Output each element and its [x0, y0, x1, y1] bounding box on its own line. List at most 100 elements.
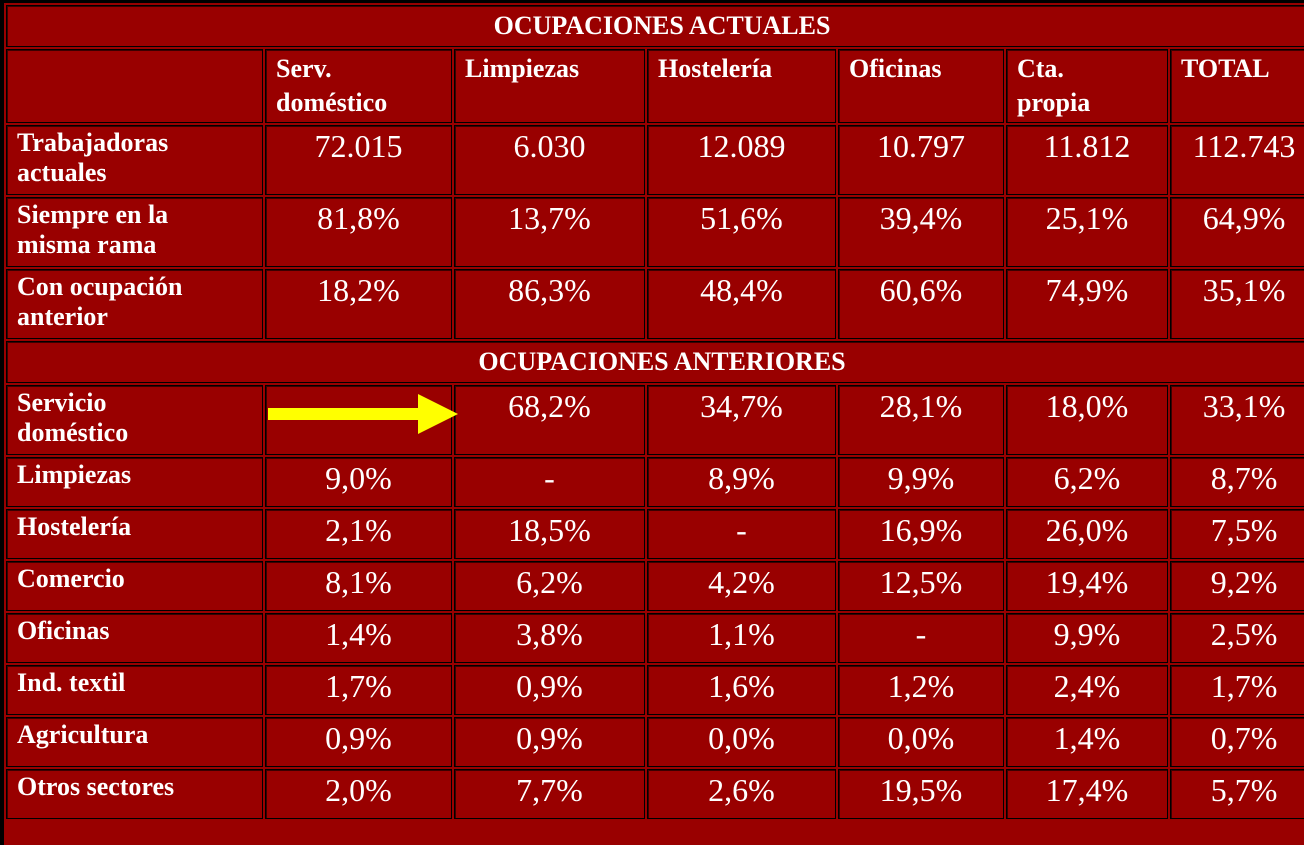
cell: 68,2%	[454, 385, 645, 455]
cell: 18,0%	[1006, 385, 1168, 455]
cell: 6.030	[454, 125, 645, 195]
cell: 19,4%	[1006, 561, 1168, 611]
cell: 35,1%	[1170, 269, 1304, 339]
cell: -	[838, 613, 1004, 663]
table: OCUPACIONES ACTUALES Serv. doméstico Limpi…	[4, 3, 1304, 821]
cell: 12.089	[647, 125, 836, 195]
row-label: Con ocupación anterior	[6, 269, 263, 339]
cell: 7,5%	[1170, 509, 1304, 559]
cell: 3,8%	[454, 613, 645, 663]
cell: 2,5%	[1170, 613, 1304, 663]
row-label: Agricultura	[6, 717, 263, 767]
cell: 86,3%	[454, 269, 645, 339]
cell: 1,6%	[647, 665, 836, 715]
cell: 2,6%	[647, 769, 836, 819]
cell: 5,7%	[1170, 769, 1304, 819]
cell: 0,9%	[265, 717, 452, 767]
cell: 1,4%	[1006, 717, 1168, 767]
cell: 19,5%	[838, 769, 1004, 819]
cell: 0,9%	[454, 665, 645, 715]
row-label-text: Otros sectores	[17, 772, 175, 801]
column-header-text: Serv. doméstico	[276, 54, 388, 117]
section-title: OCUPACIONES ACTUALES	[6, 5, 1304, 47]
cell: 72.015	[265, 125, 452, 195]
row-label-text: Comercio	[17, 564, 125, 593]
data-row: Siempre en la misma rama 81,8% 13,7% 51,6% 3…	[6, 197, 1304, 267]
cell: 9,0%	[265, 457, 452, 507]
data-row: Ind. textil 1,7% 0,9% 1,6% 1,2% 2,4% 1,7%	[6, 665, 1304, 715]
row-label: Trabajadoras actuales	[6, 125, 263, 195]
row-label: Hostelería	[6, 509, 263, 559]
row-label-text: Limpiezas	[17, 460, 132, 489]
data-row: Comercio 8,1% 6,2% 4,2% 12,5% 19,4% 9,2%	[6, 561, 1304, 611]
row-label-text: Con ocupación anterior	[17, 272, 183, 331]
row-label: Ind. textil	[6, 665, 263, 715]
data-row: Servicio doméstico 68,2% 34,7% 28,1% 18,0% 33…	[6, 385, 1304, 455]
column-header-text: Cta. propia	[1017, 54, 1091, 117]
section-row: OCUPACIONES ANTERIORES	[6, 341, 1304, 383]
arrow-cell	[265, 385, 458, 455]
cell: 11.812	[1006, 125, 1168, 195]
column-header-row: Serv. doméstico Limpiezas Hostelería Oficin…	[6, 49, 1304, 123]
cell: 39,4%	[838, 197, 1004, 267]
cell: -	[454, 457, 645, 507]
row-label-text: Oficinas	[17, 616, 110, 645]
section-row: OCUPACIONES ACTUALES	[6, 5, 1304, 47]
column-header: Cta. propia	[1006, 49, 1168, 123]
cell: 74,9%	[1006, 269, 1168, 339]
column-header-text: Hostelería	[658, 54, 773, 83]
row-label: Siempre en la misma rama	[6, 197, 263, 267]
cell: 112.743	[1170, 125, 1304, 195]
cell: 6,2%	[1006, 457, 1168, 507]
cell: 1,4%	[265, 613, 452, 663]
cell: 2,4%	[1006, 665, 1168, 715]
cell: 64,9%	[1170, 197, 1304, 267]
cell: 2,1%	[265, 509, 452, 559]
column-header-text: Oficinas	[849, 54, 942, 83]
column-header: Hostelería	[647, 49, 836, 123]
cell: 0,0%	[838, 717, 1004, 767]
section-title: OCUPACIONES ANTERIORES	[6, 341, 1304, 383]
data-row: Limpiezas 9,0% -8,9% 9,9% 6,2% 8,7%	[6, 457, 1304, 507]
cell: 6,2%	[454, 561, 645, 611]
cell: 18,2%	[265, 269, 452, 339]
cell: 1,7%	[1170, 665, 1304, 715]
data-row: Hostelería 2,1% 18,5% -16,9% 26,0% 7,5%	[6, 509, 1304, 559]
cell: 60,6%	[838, 269, 1004, 339]
cell: 13,7%	[454, 197, 645, 267]
row-label-text: Trabajadoras actuales	[17, 128, 169, 187]
row-label-text: Siempre en la misma rama	[17, 200, 169, 259]
row-label: Servicio doméstico	[6, 385, 263, 455]
data-row: Trabajadoras actuales 72.015 6.030 12.089 10…	[6, 125, 1304, 195]
cell: 25,1%	[1006, 197, 1168, 267]
cell: 1,7%	[265, 665, 452, 715]
row-label: Otros sectores	[6, 769, 263, 819]
cell: 28,1%	[838, 385, 1004, 455]
cell: 17,4%	[1006, 769, 1168, 819]
data-row: Agricultura 0,9% 0,9% 0,0% 0,0% 1,4% 0,7%	[6, 717, 1304, 767]
column-header: Limpiezas	[454, 49, 645, 123]
column-header: Oficinas	[838, 49, 1004, 123]
cell: 9,2%	[1170, 561, 1304, 611]
column-header-text: Limpiezas	[465, 54, 580, 83]
cell: 34,7%	[647, 385, 836, 455]
cell: 9,9%	[838, 457, 1004, 507]
column-header: Serv. doméstico	[265, 49, 452, 123]
cell: 48,4%	[647, 269, 836, 339]
cell: 10.797	[838, 125, 1004, 195]
column-header: TOTAL	[1170, 49, 1304, 123]
cell: 1,1%	[647, 613, 836, 663]
row-label-text: Hostelería	[17, 512, 132, 541]
arrow	[268, 394, 458, 434]
cell: 51,6%	[647, 197, 836, 267]
cell: 8,1%	[265, 561, 452, 611]
row-label-text: Servicio doméstico	[17, 388, 129, 447]
row-label: Comercio	[6, 561, 263, 611]
cell: 8,7%	[1170, 457, 1304, 507]
cell: 12,5%	[838, 561, 1004, 611]
cell: 81,8%	[265, 197, 452, 267]
data-row: Con ocupación anterior 18,2% 86,3% 48,4% 60,…	[6, 269, 1304, 339]
cell: 7,7%	[454, 769, 645, 819]
cell: -	[647, 509, 836, 559]
cell: 9,9%	[1006, 613, 1168, 663]
